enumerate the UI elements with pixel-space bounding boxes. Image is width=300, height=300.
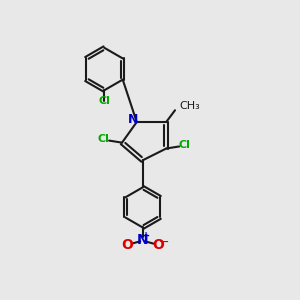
Text: CH₃: CH₃ [180, 101, 200, 111]
Text: Cl: Cl [98, 96, 110, 106]
Text: Cl: Cl [178, 140, 190, 150]
Text: N: N [137, 233, 148, 247]
Text: +: + [142, 231, 150, 241]
Text: N: N [128, 113, 138, 126]
Text: O: O [122, 238, 133, 252]
Text: O: O [152, 238, 164, 252]
Text: −: − [159, 236, 169, 249]
Text: Cl: Cl [98, 134, 110, 144]
